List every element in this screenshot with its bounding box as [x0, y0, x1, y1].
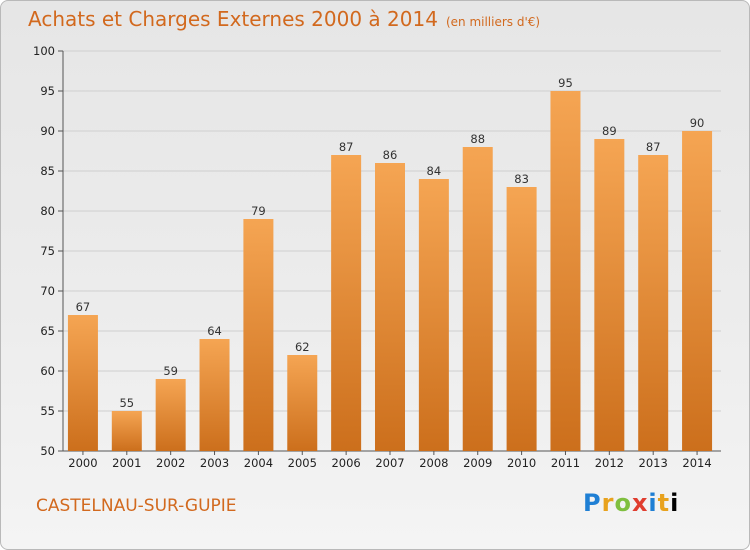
y-tick-label: 85 — [40, 164, 55, 178]
place-name: CASTELNAU-SUR-GUPIE — [36, 496, 237, 516]
bar-value-label: 90 — [690, 116, 705, 130]
bar — [462, 147, 493, 451]
y-tick-label: 60 — [40, 364, 55, 378]
bar-value-label: 79 — [251, 204, 266, 218]
bar-value-label: 64 — [207, 324, 222, 338]
bar — [67, 315, 98, 451]
bar — [287, 355, 318, 451]
bar-value-label: 84 — [427, 164, 442, 178]
bar — [375, 163, 405, 451]
y-tick-label: 90 — [40, 124, 55, 138]
bar-value-label: 88 — [470, 132, 485, 146]
bar-value-label: 87 — [339, 140, 354, 154]
bar — [331, 155, 362, 451]
bar — [594, 139, 625, 451]
bar-value-label: 95 — [558, 76, 573, 90]
x-tick-label: 2002 — [156, 456, 185, 470]
x-tick-label: 2001 — [112, 456, 141, 470]
y-tick-label: 75 — [40, 244, 55, 258]
bar-value-label: 59 — [163, 364, 178, 378]
title-text: Achats et Charges Externes 2000 à 2014 — [28, 7, 438, 31]
y-tick-label: 70 — [40, 284, 55, 298]
bar-value-label: 62 — [295, 340, 310, 354]
bar-value-label: 89 — [602, 124, 617, 138]
y-tick-label: 95 — [40, 84, 55, 98]
y-tick-label: 50 — [40, 444, 55, 458]
y-tick-label: 100 — [33, 44, 55, 58]
bar-value-label: 67 — [76, 300, 91, 314]
bar — [506, 187, 537, 451]
y-tick-label: 65 — [40, 324, 55, 338]
x-tick-label: 2013 — [639, 456, 668, 470]
chart-title: Achats et Charges Externes 2000 à 2014 (e… — [28, 7, 540, 31]
x-tick-label: 2006 — [331, 456, 360, 470]
y-tick-label: 55 — [40, 404, 55, 418]
bar — [111, 411, 142, 451]
bar-value-label: 55 — [119, 396, 134, 410]
bar-value-label: 83 — [514, 172, 529, 186]
x-tick-label: 2009 — [463, 456, 492, 470]
x-tick-label: 2007 — [375, 456, 404, 470]
y-tick-label: 80 — [40, 204, 55, 218]
bar — [155, 379, 186, 451]
x-tick-label: 2003 — [200, 456, 229, 470]
bar — [550, 91, 581, 451]
x-tick-label: 2004 — [244, 456, 273, 470]
x-tick-label: 2014 — [682, 456, 711, 470]
proxiti-logo: Proxiti — [583, 489, 680, 517]
x-tick-label: 2000 — [68, 456, 97, 470]
bar — [638, 155, 669, 451]
x-tick-label: 2005 — [288, 456, 317, 470]
bar — [199, 339, 230, 451]
x-tick-label: 2008 — [419, 456, 448, 470]
bar — [682, 131, 713, 451]
bar — [243, 219, 274, 451]
bar-value-label: 86 — [383, 148, 398, 162]
bar — [418, 179, 449, 451]
title-unit: (en milliers d'€) — [445, 15, 541, 29]
bar-value-label: 87 — [646, 140, 661, 154]
x-tick-label: 2010 — [507, 456, 536, 470]
x-tick-label: 2012 — [595, 456, 624, 470]
x-tick-label: 2011 — [551, 456, 580, 470]
